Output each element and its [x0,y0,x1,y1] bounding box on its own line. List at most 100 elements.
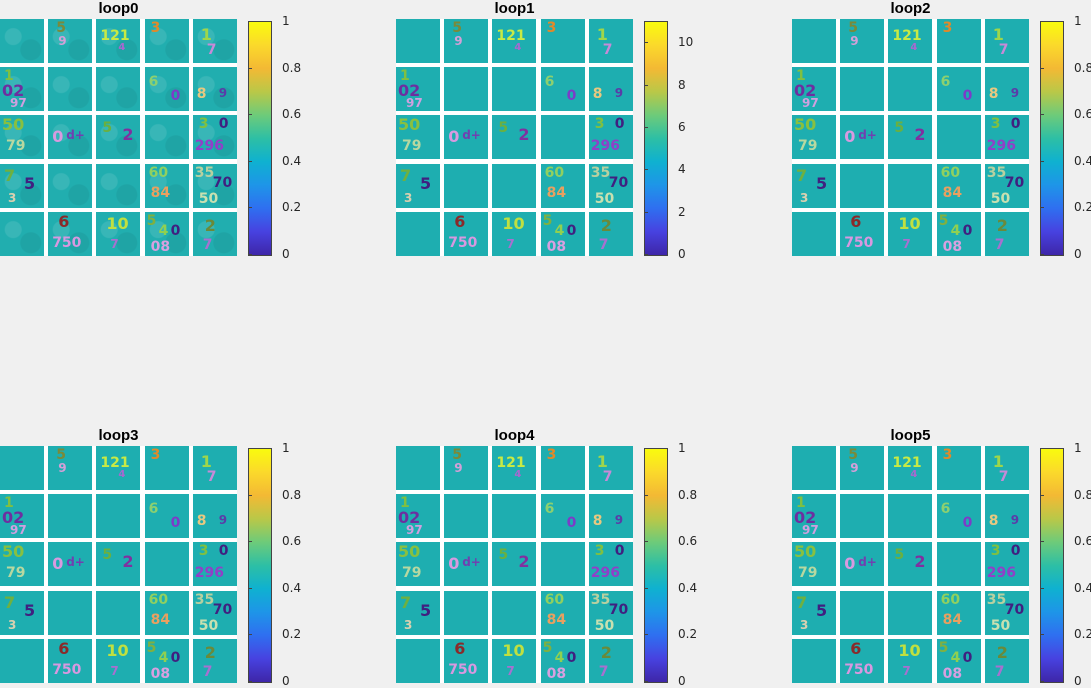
digit-stroke: 121 [100,455,130,471]
digit-stroke: 0 [1010,116,1021,133]
digit-stroke: 296 [194,138,225,155]
image-grid: 5 9 121 4 3 1 7 1 02 97 6 0 8 9 50 79 0 d+ 5 2 3 0 296 7 5 3 60 84 3… [396,19,633,256]
digit-stroke: 79 [6,138,26,155]
colorbar [644,448,668,683]
image-tile: 35 70 50 [984,590,1029,635]
digit-stroke: 5 [452,20,462,36]
digit-stroke: 6 [850,211,862,231]
image-tile: 35 70 50 [588,590,633,635]
digit-stroke: 5 [146,639,157,656]
image-tile [444,67,489,112]
digit-stroke: 0 [962,222,973,239]
image-tile [396,19,440,63]
digit-stroke: 35 [986,164,1007,181]
image-tile: 3 [936,446,981,490]
colorbar-tick-label: 1 [678,441,686,455]
image-tile: 5 4 0 08 [936,211,981,256]
colorbar-tick-mark [248,21,252,22]
digit-stroke: 7 [994,663,1005,680]
digit-stroke: 60 [544,591,565,608]
digit-stroke: 296 [986,138,1017,155]
panel-title: loop0 [98,0,139,17]
panel-title: loop5 [890,427,931,444]
digit-stroke: 50 [398,115,421,135]
image-tile [888,494,933,539]
colorbar-tick-mark [1040,681,1044,682]
digit-stroke: d+ [462,555,481,570]
digit-stroke: 70 [1004,601,1025,618]
image-tile: 0 d+ [48,115,93,160]
digit-stroke: 6 [940,501,951,518]
colorbar-tick-label: 0.6 [1074,107,1091,121]
digit-stroke: 4 [118,42,126,53]
digit-stroke: 3 [546,447,557,463]
digit-stroke: 79 [402,565,422,582]
colorbar-tick-label: 1 [282,441,290,455]
digit-stroke: 8 [988,513,999,530]
image-tile: 50 79 [0,542,44,587]
image-tile [0,638,44,683]
image-tile [396,446,440,490]
image-tile [840,494,885,539]
image-tile: 60 84 [144,163,189,208]
digit-stroke: 3 [198,116,209,133]
digit-stroke: 9 [850,461,859,475]
image-tile [840,590,885,635]
digit-stroke: 50 [198,617,219,634]
digit-stroke: 5 [816,173,828,193]
colorbar-tick-label: 0.2 [678,627,698,641]
colorbar-tick-label: 8 [678,78,686,92]
digit-stroke: 50 [198,190,219,207]
digit-stroke: 7 [902,236,911,251]
image-tile: 50 79 [792,542,836,587]
digit-stroke: 2 [996,215,1008,235]
digit-stroke: 7 [4,165,16,185]
image-tile [792,446,836,490]
digit-stroke: 7 [598,663,609,680]
digit-stroke: 2 [204,215,216,235]
digit-stroke: 79 [402,138,422,155]
image-tile [396,638,440,683]
digit-stroke: 1 [992,25,1004,44]
colorbar-tick-label: 0.2 [1074,200,1091,214]
digit-stroke: 08 [150,665,171,682]
digit-stroke: 3 [800,190,809,205]
digit-stroke: 7 [110,236,119,251]
colorbar-tick-mark [248,161,252,162]
image-tile: 35 70 50 [588,163,633,208]
digit-stroke: 1 [400,68,410,85]
digit-stroke: 5 [56,447,66,463]
digit-stroke: 5 [498,547,509,564]
digit-stroke: 296 [194,565,225,582]
image-tile: 3 0 296 [192,115,237,160]
digit-stroke: 2 [914,552,926,572]
digit-stroke: 79 [6,565,26,582]
colorbar-tick-label: 0 [282,674,290,688]
digit-stroke: 02 [398,81,421,101]
digit-stroke: 7 [602,42,613,58]
digit-stroke: 1 [796,495,806,512]
colorbar [644,21,668,256]
colorbar-tick-mark [248,207,252,208]
digit-stroke: 10 [898,213,921,233]
digit-stroke: 2 [204,642,216,662]
colorbar-tick-mark [1040,68,1044,69]
digit-stroke: 7 [602,469,613,485]
digit-stroke: 3 [990,543,1001,560]
digit-stroke: 70 [608,174,629,191]
colorbar-tick-label: 0 [678,674,686,688]
digit-stroke: 02 [398,508,421,528]
digit-stroke: 2 [518,552,530,572]
digit-stroke: 0 [170,88,181,105]
image-tile [540,542,585,587]
